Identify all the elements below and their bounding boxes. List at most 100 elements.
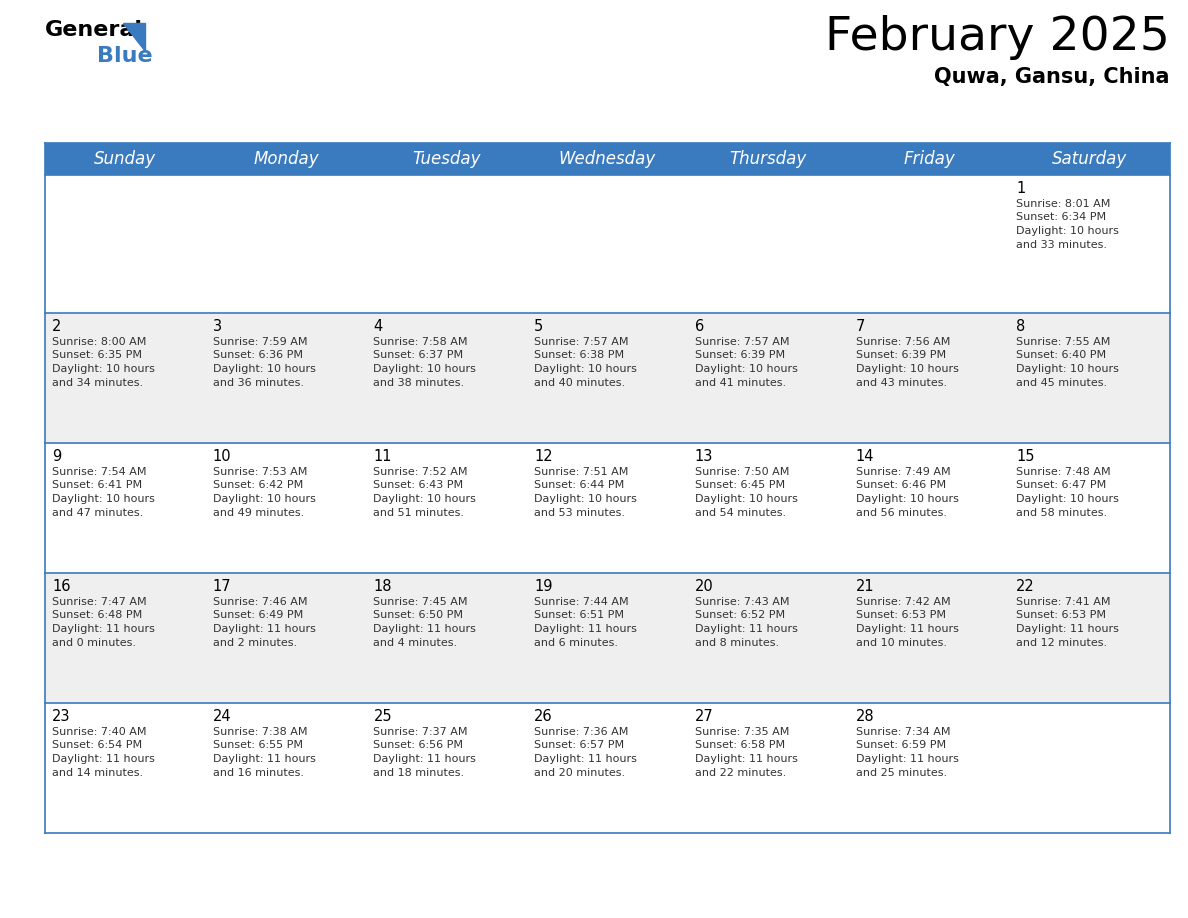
Text: and 36 minutes.: and 36 minutes. bbox=[213, 377, 304, 387]
Text: Daylight: 10 hours: Daylight: 10 hours bbox=[1016, 364, 1119, 374]
Text: Sunset: 6:55 PM: Sunset: 6:55 PM bbox=[213, 741, 303, 751]
Text: Monday: Monday bbox=[253, 150, 318, 168]
Text: 9: 9 bbox=[52, 449, 62, 464]
Text: 12: 12 bbox=[535, 449, 552, 464]
Text: Sunset: 6:39 PM: Sunset: 6:39 PM bbox=[855, 351, 946, 361]
Text: 1: 1 bbox=[1016, 181, 1025, 196]
Polygon shape bbox=[124, 23, 145, 51]
Bar bbox=[45, 313, 1170, 443]
Text: Sunrise: 7:50 AM: Sunrise: 7:50 AM bbox=[695, 467, 789, 477]
Text: Sunrise: 7:47 AM: Sunrise: 7:47 AM bbox=[52, 597, 146, 607]
Text: Sunrise: 7:49 AM: Sunrise: 7:49 AM bbox=[855, 467, 950, 477]
Text: Saturday: Saturday bbox=[1053, 150, 1127, 168]
Text: Daylight: 11 hours: Daylight: 11 hours bbox=[213, 754, 316, 764]
Text: Sunset: 6:41 PM: Sunset: 6:41 PM bbox=[52, 480, 143, 490]
Text: 23: 23 bbox=[52, 709, 70, 724]
Text: Daylight: 11 hours: Daylight: 11 hours bbox=[855, 754, 959, 764]
Text: General: General bbox=[45, 20, 143, 40]
Text: Sunset: 6:39 PM: Sunset: 6:39 PM bbox=[695, 351, 785, 361]
Text: Sunset: 6:51 PM: Sunset: 6:51 PM bbox=[535, 610, 624, 621]
Text: Sunset: 6:44 PM: Sunset: 6:44 PM bbox=[535, 480, 625, 490]
Text: Daylight: 11 hours: Daylight: 11 hours bbox=[535, 754, 637, 764]
Text: Sunset: 6:43 PM: Sunset: 6:43 PM bbox=[373, 480, 463, 490]
Text: Quwa, Gansu, China: Quwa, Gansu, China bbox=[935, 67, 1170, 87]
Text: Thursday: Thursday bbox=[729, 150, 807, 168]
Text: Sunrise: 7:40 AM: Sunrise: 7:40 AM bbox=[52, 727, 146, 737]
Text: Blue: Blue bbox=[97, 46, 152, 66]
Text: Friday: Friday bbox=[903, 150, 955, 168]
Text: and 47 minutes.: and 47 minutes. bbox=[52, 508, 144, 518]
Text: 22: 22 bbox=[1016, 579, 1035, 594]
Text: Sunrise: 7:55 AM: Sunrise: 7:55 AM bbox=[1016, 337, 1111, 347]
Text: 7: 7 bbox=[855, 319, 865, 334]
Text: and 41 minutes.: and 41 minutes. bbox=[695, 377, 786, 387]
Text: 18: 18 bbox=[373, 579, 392, 594]
Text: Daylight: 11 hours: Daylight: 11 hours bbox=[373, 624, 476, 634]
Text: and 43 minutes.: and 43 minutes. bbox=[855, 377, 947, 387]
Text: Sunset: 6:36 PM: Sunset: 6:36 PM bbox=[213, 351, 303, 361]
Text: Daylight: 11 hours: Daylight: 11 hours bbox=[535, 624, 637, 634]
Text: Daylight: 11 hours: Daylight: 11 hours bbox=[855, 624, 959, 634]
Text: Daylight: 10 hours: Daylight: 10 hours bbox=[535, 494, 637, 504]
Text: Sunset: 6:49 PM: Sunset: 6:49 PM bbox=[213, 610, 303, 621]
Text: Sunset: 6:50 PM: Sunset: 6:50 PM bbox=[373, 610, 463, 621]
Text: 15: 15 bbox=[1016, 449, 1035, 464]
Text: Sunrise: 7:46 AM: Sunrise: 7:46 AM bbox=[213, 597, 308, 607]
Text: Sunrise: 8:00 AM: Sunrise: 8:00 AM bbox=[52, 337, 146, 347]
Text: and 51 minutes.: and 51 minutes. bbox=[373, 508, 465, 518]
Text: and 54 minutes.: and 54 minutes. bbox=[695, 508, 786, 518]
Text: Daylight: 10 hours: Daylight: 10 hours bbox=[373, 494, 476, 504]
Text: Daylight: 11 hours: Daylight: 11 hours bbox=[213, 624, 316, 634]
Text: Sunrise: 7:34 AM: Sunrise: 7:34 AM bbox=[855, 727, 950, 737]
Text: 2: 2 bbox=[52, 319, 62, 334]
Text: 4: 4 bbox=[373, 319, 383, 334]
Text: and 45 minutes.: and 45 minutes. bbox=[1016, 377, 1107, 387]
Text: and 6 minutes.: and 6 minutes. bbox=[535, 637, 618, 647]
Text: Daylight: 10 hours: Daylight: 10 hours bbox=[213, 494, 316, 504]
Text: Sunrise: 7:44 AM: Sunrise: 7:44 AM bbox=[535, 597, 628, 607]
Text: 11: 11 bbox=[373, 449, 392, 464]
Text: 19: 19 bbox=[535, 579, 552, 594]
Text: Sunrise: 7:52 AM: Sunrise: 7:52 AM bbox=[373, 467, 468, 477]
Text: Sunrise: 7:35 AM: Sunrise: 7:35 AM bbox=[695, 727, 789, 737]
Text: and 16 minutes.: and 16 minutes. bbox=[213, 767, 304, 778]
Text: Sunset: 6:45 PM: Sunset: 6:45 PM bbox=[695, 480, 785, 490]
Text: and 33 minutes.: and 33 minutes. bbox=[1016, 240, 1107, 250]
Text: Daylight: 10 hours: Daylight: 10 hours bbox=[855, 494, 959, 504]
Text: Daylight: 11 hours: Daylight: 11 hours bbox=[1016, 624, 1119, 634]
Text: and 14 minutes.: and 14 minutes. bbox=[52, 767, 143, 778]
Text: 17: 17 bbox=[213, 579, 232, 594]
Text: Daylight: 11 hours: Daylight: 11 hours bbox=[695, 624, 797, 634]
Text: Sunrise: 7:59 AM: Sunrise: 7:59 AM bbox=[213, 337, 308, 347]
Text: 26: 26 bbox=[535, 709, 552, 724]
Text: and 58 minutes.: and 58 minutes. bbox=[1016, 508, 1107, 518]
Text: Sunrise: 7:53 AM: Sunrise: 7:53 AM bbox=[213, 467, 307, 477]
Text: 3: 3 bbox=[213, 319, 222, 334]
Text: Daylight: 10 hours: Daylight: 10 hours bbox=[855, 364, 959, 374]
Text: and 49 minutes.: and 49 minutes. bbox=[213, 508, 304, 518]
Text: 8: 8 bbox=[1016, 319, 1025, 334]
Text: and 20 minutes.: and 20 minutes. bbox=[535, 767, 625, 778]
Text: Sunrise: 7:38 AM: Sunrise: 7:38 AM bbox=[213, 727, 308, 737]
Bar bbox=[45, 443, 1170, 573]
Text: Daylight: 10 hours: Daylight: 10 hours bbox=[373, 364, 476, 374]
Text: Sunset: 6:37 PM: Sunset: 6:37 PM bbox=[373, 351, 463, 361]
Text: Sunset: 6:48 PM: Sunset: 6:48 PM bbox=[52, 610, 143, 621]
Text: Sunset: 6:54 PM: Sunset: 6:54 PM bbox=[52, 741, 143, 751]
Text: Sunset: 6:35 PM: Sunset: 6:35 PM bbox=[52, 351, 143, 361]
Text: and 22 minutes.: and 22 minutes. bbox=[695, 767, 786, 778]
Text: 6: 6 bbox=[695, 319, 704, 334]
Text: Daylight: 10 hours: Daylight: 10 hours bbox=[1016, 494, 1119, 504]
Text: 14: 14 bbox=[855, 449, 874, 464]
Text: and 4 minutes.: and 4 minutes. bbox=[373, 637, 457, 647]
Text: and 53 minutes.: and 53 minutes. bbox=[535, 508, 625, 518]
Text: Wednesday: Wednesday bbox=[558, 150, 656, 168]
Text: and 2 minutes.: and 2 minutes. bbox=[213, 637, 297, 647]
Text: Sunrise: 7:45 AM: Sunrise: 7:45 AM bbox=[373, 597, 468, 607]
Text: Sunrise: 7:37 AM: Sunrise: 7:37 AM bbox=[373, 727, 468, 737]
Text: 20: 20 bbox=[695, 579, 714, 594]
Text: Sunset: 6:46 PM: Sunset: 6:46 PM bbox=[855, 480, 946, 490]
Text: Sunset: 6:40 PM: Sunset: 6:40 PM bbox=[1016, 351, 1106, 361]
Text: Daylight: 11 hours: Daylight: 11 hours bbox=[52, 754, 154, 764]
Text: Sunrise: 7:43 AM: Sunrise: 7:43 AM bbox=[695, 597, 789, 607]
